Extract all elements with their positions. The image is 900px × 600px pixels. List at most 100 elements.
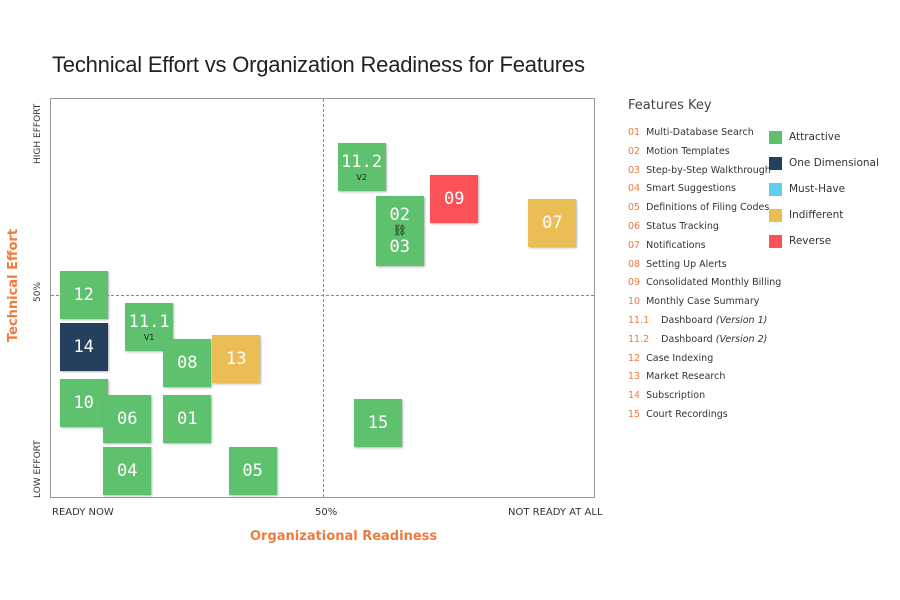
key-name: Notifications [643,239,706,251]
feature-mark-07: 07 [528,199,577,247]
key-name: Smart Suggestions [643,183,736,195]
feature-label: 11.2 [341,152,383,172]
key-name: Setting Up Alerts [643,258,727,270]
key-name: Market Research [643,371,726,383]
key-name: Dashboard [658,314,713,326]
feature-label: 14 [73,337,94,357]
key-item: 11.2 Dashboard (Version 2) [628,331,781,350]
key-number: 06 [628,220,641,232]
feature-label: 03 [389,237,411,257]
key-name: Case Indexing [643,352,714,364]
key-item: 12 Case Indexing [628,350,781,369]
key-item: 07 Notifications [628,237,781,256]
feature-label: 07 [542,213,563,233]
feature-mark-10: 10 [59,379,108,427]
y-midline [51,295,594,296]
key-number: 04 [628,183,641,195]
key-number: 11.2 [628,333,650,345]
legend-swatch [769,234,782,248]
features-key-title: Features Key [628,98,712,113]
feature-mark-05: 05 [228,447,277,495]
legend-item: Reverse [769,228,879,254]
feature-mark-13: 13 [212,335,261,383]
key-number: 02 [628,145,641,157]
key-item: 10 Monthly Case Summary [628,293,781,312]
feature-mark-06: 06 [103,395,152,443]
key-name: Subscription [643,390,706,402]
legend: Attractive One Dimensional Must-Have Indiff… [769,124,879,254]
feature-label: 06 [117,409,138,429]
feature-label: 13 [226,349,247,369]
key-number: 07 [628,239,641,251]
x-tick-ready-now: READY NOW [52,507,114,518]
key-number: 08 [628,258,641,270]
feature-mark-09: 09 [430,175,479,223]
feature-mark-11.1: 11.1 V1 [125,303,174,351]
key-item: 06 Status Tracking [628,218,781,237]
y-tick-high-effort: HIGH EFFORT [33,103,43,164]
legend-item: One Dimensional [769,150,879,176]
feature-mark-08: 08 [163,339,212,387]
legend-label: Attractive [789,131,841,143]
legend-swatch [769,130,782,144]
feature-mark-04: 04 [103,447,152,495]
legend-label: Indifferent [789,209,844,221]
x-tick-not-ready: NOT READY AT ALL [508,507,603,518]
key-number: 03 [628,164,641,176]
key-item: 04 Smart Suggestions [628,180,781,199]
key-item: 02 Motion Templates [628,143,781,162]
feature-label: 02 [389,205,411,225]
feature-mark-02-03: 02 ⛓ 03 [375,196,424,266]
legend-swatch [769,182,782,196]
key-name: Step-by-Step Walkthrough [643,164,771,176]
key-name: Dashboard [658,333,713,345]
feature-label: 12 [73,285,94,305]
feature-mark-11.2: 11.2 V2 [337,143,386,191]
key-number: 15 [628,408,641,420]
key-name: Multi-Database Search [643,127,754,138]
key-item: 13 Market Research [628,368,781,387]
key-number: 05 [628,202,641,214]
feature-mark-01: 01 [163,395,212,443]
feature-mark-12: 12 [59,271,108,319]
x-tick-50: 50% [315,507,338,518]
key-item: 05 Definitions of Filing Codes [628,199,781,218]
legend-item: Must-Have [769,176,879,202]
key-item: 08 Setting Up Alerts [628,256,781,275]
x-axis-label: Organizational Readiness [250,529,438,544]
key-number: 11.1 [628,314,650,326]
feature-label: 04 [117,461,138,481]
chart-title: Technical Effort vs Organization Readine… [52,52,585,77]
link-icon: ⛓ [392,224,407,237]
key-item: 01 Multi-Database Search [628,124,781,143]
y-tick-50: 50% [33,281,43,302]
feature-label: 10 [73,393,94,413]
features-key-list: 01 Multi-Database Search 02 Motion Templa… [628,124,781,425]
key-name: Monthly Case Summary [643,296,760,308]
legend-item: Attractive [769,124,879,150]
feature-label: 08 [177,353,198,373]
key-number: 10 [628,296,641,308]
key-name: Court Recordings [643,408,728,420]
key-name: Motion Templates [643,145,730,157]
feature-label: 01 [177,409,198,429]
key-item: 03 Step-by-Step Walkthrough [628,162,781,181]
legend-label: One Dimensional [789,157,879,169]
key-note: (Version 1) [712,314,768,326]
feature-label: 05 [242,461,263,481]
key-name: Status Tracking [643,220,719,232]
feature-label: 15 [367,413,389,433]
y-axis-label: Technical Effort [6,228,21,342]
key-item: 15 Court Recordings [628,406,781,425]
legend-item: Indifferent [769,202,879,228]
key-item: 09 Consolidated Monthly Billing [628,274,781,293]
y-tick-low-effort: LOW EFFORT [33,440,43,498]
feature-mark-14: 14 [59,323,108,371]
key-number: 09 [628,277,641,289]
key-note: (Version 2) [712,333,768,345]
key-number: 13 [628,371,641,383]
feature-label: 11.1 [128,312,170,332]
key-name: Consolidated Monthly Billing [643,277,782,289]
version-label: V2 [356,173,367,182]
key-item: 14 Subscription [628,387,781,406]
